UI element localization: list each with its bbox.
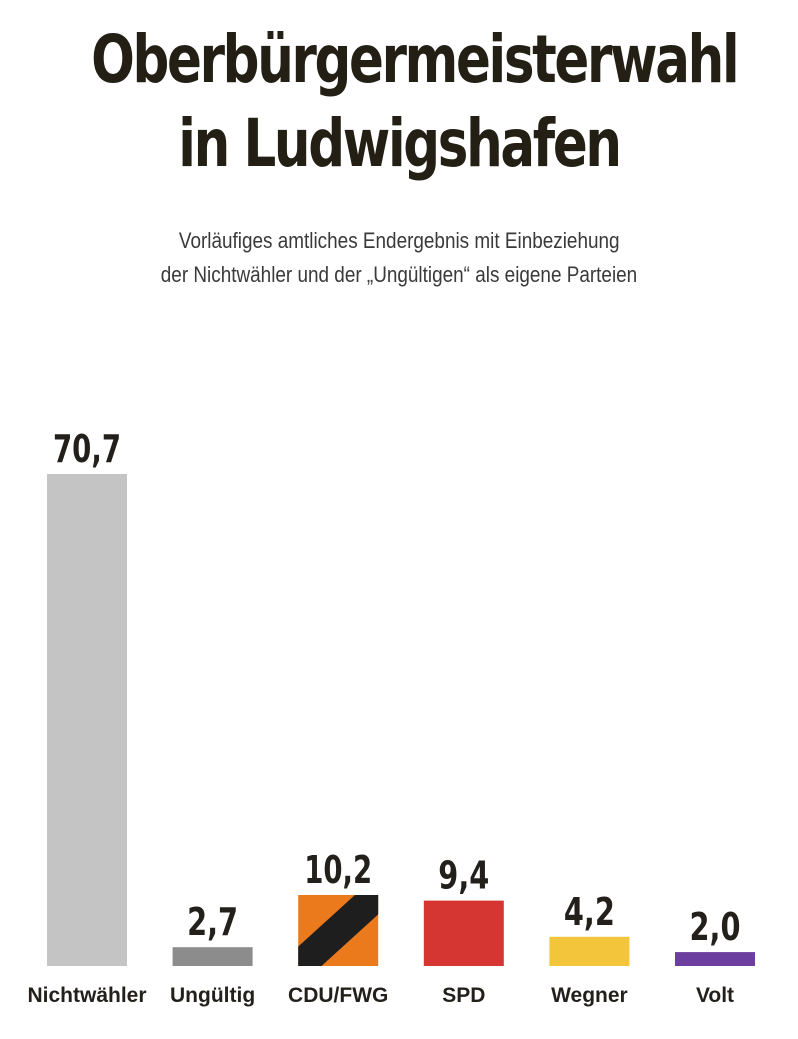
value-label-wegner: 4,2 xyxy=(564,890,615,934)
category-label-wegner: Wegner xyxy=(551,984,628,1007)
bar-volt xyxy=(675,952,755,966)
category-label-spd: SPD xyxy=(442,984,485,1007)
category-label-volt: Volt xyxy=(696,984,734,1007)
bar-nichtw-hler xyxy=(47,474,127,966)
category-label-cdu-fwg: CDU/FWG xyxy=(288,984,388,1007)
bar-spd xyxy=(423,900,504,966)
chart-title: Oberbürgermeisterwahl in Ludwigshafen xyxy=(0,18,798,186)
value-label-nichtw-hler: 70,7 xyxy=(53,427,121,471)
bar-stripe-cdu-fwg xyxy=(298,895,379,966)
bar-ung-ltig xyxy=(172,947,253,966)
subtitle-line-1: Vorläufiges amtliches Endergebnis mit Ei… xyxy=(178,228,620,253)
title-line-2: in Ludwigshafen xyxy=(178,105,622,182)
category-label-ung-ltig: Ungültig xyxy=(170,984,255,1007)
value-label-cdu-fwg: 10,2 xyxy=(304,848,372,892)
category-label-nichtw-hler: Nichtwähler xyxy=(27,984,146,1007)
chart-subtitle: Vorläufiges amtliches Endergebnis mit Ei… xyxy=(0,224,798,292)
value-label-spd: 9,4 xyxy=(438,854,489,898)
value-label-volt: 2,0 xyxy=(690,905,741,949)
title-line-1: Oberbürgermeisterwahl xyxy=(91,21,740,98)
bar-group: 70,7 Nichtwähler 2,7 Ungültig 10,2 CDU/FWG 9,4… xyxy=(27,427,755,1007)
value-label-ung-ltig: 2,7 xyxy=(187,900,238,944)
subtitle-line-2: der Nichtwähler und der „Ungültigen“ als… xyxy=(160,262,638,287)
bar-wegner xyxy=(549,936,630,966)
